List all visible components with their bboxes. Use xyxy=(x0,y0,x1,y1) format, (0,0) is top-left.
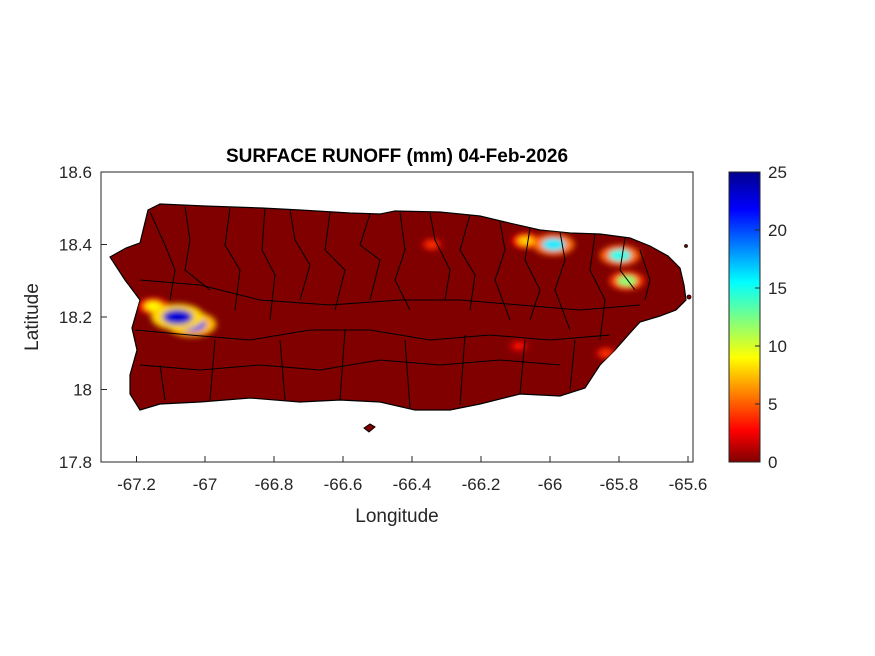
runoff-hotspot xyxy=(425,240,438,249)
y-tick-label: 18.2 xyxy=(59,308,92,327)
colorbar-tick-label: 5 xyxy=(768,395,777,414)
x-tick-label: -66.6 xyxy=(324,475,363,494)
runoff-hotspot xyxy=(162,309,193,325)
y-tick-label: 18.6 xyxy=(59,163,92,182)
colorbar-tick-label: 10 xyxy=(768,337,787,356)
y-axis: 18.6 18.4 18.2 18 17.8 xyxy=(59,163,107,472)
colorbar-tick-label: 0 xyxy=(768,453,777,472)
y-tick-label: 17.8 xyxy=(59,453,92,472)
x-tick-label: -67 xyxy=(193,475,218,494)
x-axis-label: Longitude xyxy=(355,506,438,527)
x-tick-label: -66.2 xyxy=(462,475,501,494)
x-tick-label: -66 xyxy=(538,475,563,494)
runoff-hotspot xyxy=(542,238,566,251)
runoff-hotspot xyxy=(600,349,612,358)
colorbar-tick-label: 20 xyxy=(768,221,787,240)
runoff-hotspots xyxy=(138,232,645,360)
municipality-boundaries xyxy=(134,206,651,409)
runoff-hotspot xyxy=(617,275,637,287)
colorbar-tick-label: 15 xyxy=(768,279,787,298)
x-axis: -67.2 -67 -66.8 -66.6 -66.4 -66.2 -66 -6… xyxy=(117,456,707,494)
island-map xyxy=(109,203,692,433)
small-island xyxy=(363,423,376,433)
colorbar: 25 20 15 10 5 0 xyxy=(728,163,787,472)
x-tick-label: -65.6 xyxy=(669,475,708,494)
runoff-hotspot xyxy=(518,236,534,246)
colorbar-gradient xyxy=(728,171,761,463)
colorbar-tick-label: 25 xyxy=(768,163,787,182)
y-tick-label: 18 xyxy=(73,381,92,400)
chart-title: SURFACE RUNOFF (mm) 04-Feb-2026 xyxy=(226,146,568,167)
y-tick-label: 18.4 xyxy=(59,236,92,255)
x-tick-label: -67.2 xyxy=(117,475,156,494)
small-island-northeast xyxy=(684,244,688,248)
x-tick-label: -66.4 xyxy=(393,475,432,494)
island-shape xyxy=(109,203,687,411)
x-tick-label: -65.8 xyxy=(600,475,639,494)
runoff-hotspot xyxy=(513,342,525,350)
y-axis-label: Latitude xyxy=(22,283,43,351)
x-tick-label: -66.8 xyxy=(255,475,294,494)
small-island-east xyxy=(686,294,692,300)
runoff-hotspot xyxy=(608,249,632,262)
